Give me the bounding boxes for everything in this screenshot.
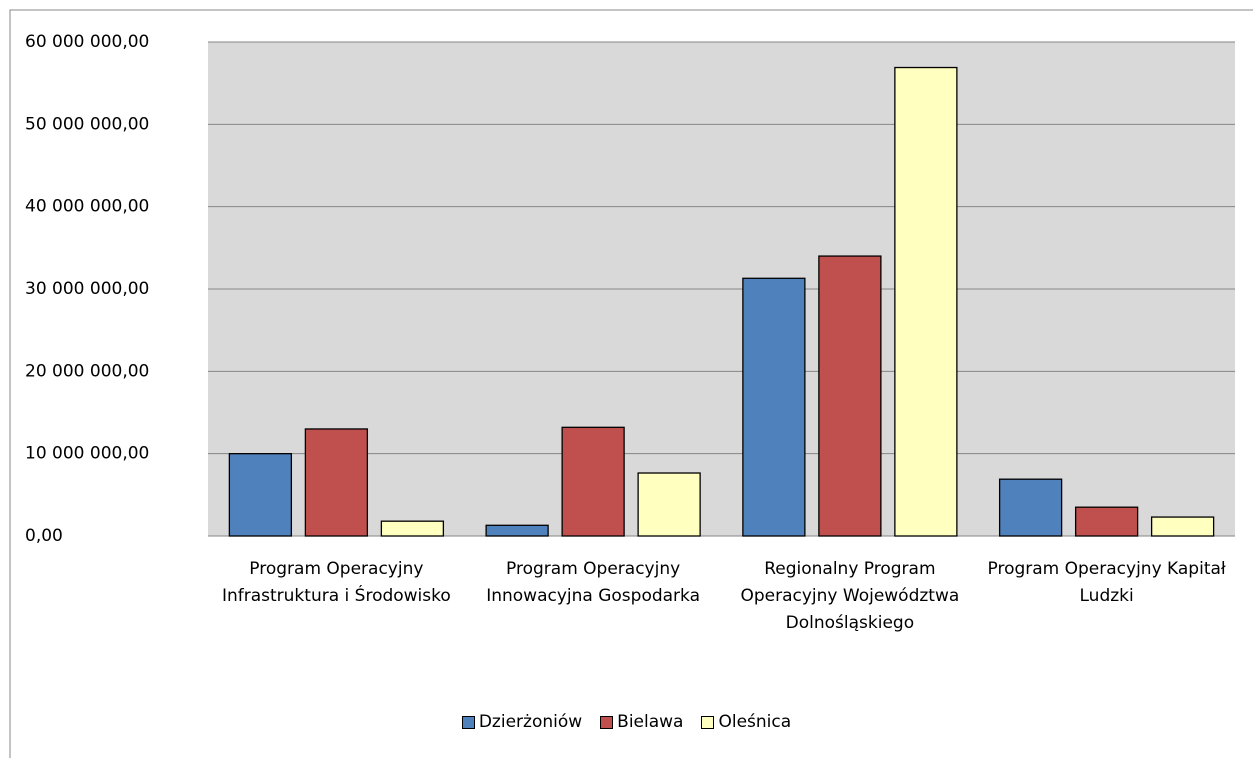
y-tick-label: 0,00	[25, 526, 63, 546]
y-tick-label: 60 000 000,00	[25, 32, 149, 52]
legend-swatch	[461, 715, 475, 729]
y-tick-label: 30 000 000,00	[25, 279, 149, 299]
frame	[9, 9, 1253, 758]
legend-item: Dzierżoniów	[461, 712, 583, 732]
bar	[485, 524, 549, 537]
legend: Dzierżoniów Bielawa Oleśnica	[0, 712, 1253, 732]
x-tick-label: Program Operacyjny Kapitał Ludzki	[987, 559, 1226, 606]
bar	[998, 478, 1063, 537]
bar	[894, 66, 958, 537]
legend-label: Dzierżoniów	[478, 712, 583, 732]
y-tick-label: 50 000 000,00	[25, 114, 149, 134]
legend-item: Oleśnica	[701, 712, 791, 732]
bar	[380, 520, 445, 537]
bar	[637, 472, 701, 537]
legend-swatch	[600, 715, 614, 729]
legend-swatch	[701, 715, 715, 729]
x-tick-label: Regionalny Program Operacyjny Województw…	[740, 559, 960, 633]
bar	[228, 453, 293, 537]
bar	[1074, 506, 1139, 537]
bar	[561, 426, 625, 537]
bar	[818, 255, 882, 537]
bar	[742, 277, 806, 537]
bar	[1150, 516, 1215, 537]
legend-item: Bielawa	[600, 712, 683, 732]
y-tick-label: 40 000 000,00	[25, 197, 149, 217]
x-tick-label: Program Operacyjny Infrastruktura i Środ…	[221, 559, 451, 606]
y-tick-label: 10 000 000,00	[25, 444, 149, 464]
legend-label: Bielawa	[617, 712, 684, 732]
y-tick-label: 20 000 000,00	[25, 361, 149, 381]
legend-label: Oleśnica	[718, 712, 792, 732]
x-tick-label: Program Operacyjny Innowacyjna Gospodark…	[486, 559, 701, 606]
bar	[304, 428, 369, 537]
